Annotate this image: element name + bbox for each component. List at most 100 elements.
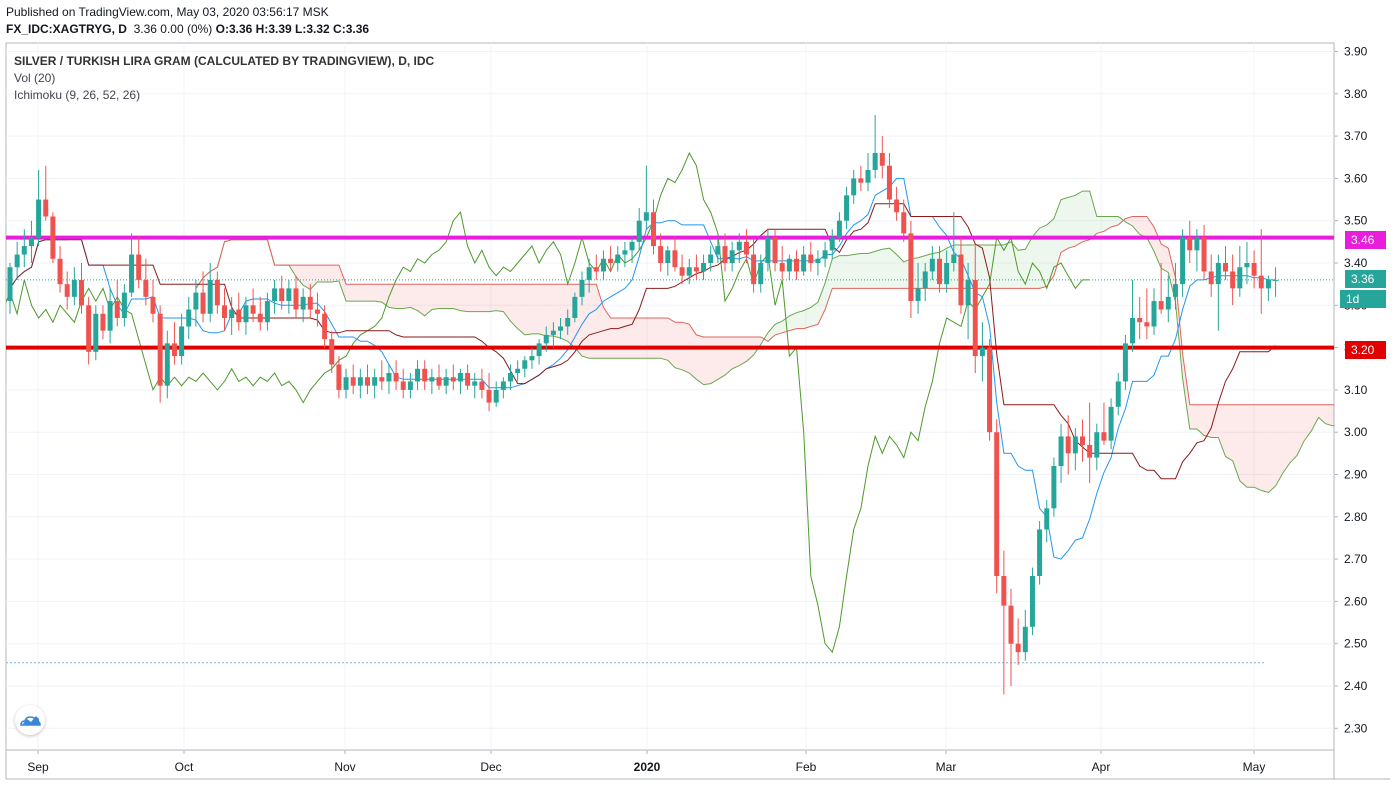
candle [994,419,1000,593]
candle [322,305,328,348]
candle-body [786,258,792,272]
candle-body [872,153,878,170]
candle-body [979,347,985,357]
candle-body [929,258,935,272]
candle-body [143,279,149,297]
candle-body [987,347,993,433]
candle [1230,254,1236,306]
time-tick-label: 2020 [634,760,661,774]
candle-body [829,237,835,251]
candle-body [1265,279,1271,289]
candle [808,241,814,272]
candle [1065,415,1071,475]
candle [493,381,499,407]
candle [836,212,842,242]
ichimoku-cloud-segment [717,337,725,380]
candle [615,246,621,272]
candle-body [1208,271,1214,285]
candle-body [472,381,478,386]
ichimoku-cloud-segment [818,283,826,325]
candle-body [593,267,599,272]
candle-body [365,377,370,386]
candle [136,237,142,289]
ichimoku-cloud-segment [646,318,654,359]
candle [150,279,156,323]
ichimoku-cloud-segment [374,284,382,303]
candle [886,153,892,209]
candle [350,364,356,395]
candle-body [1115,381,1121,407]
candle [200,271,206,323]
time-tick-label: Nov [334,760,355,774]
candle-body [608,258,614,263]
candle-body [779,263,785,272]
candle [21,229,27,268]
candle [164,330,170,399]
candle [121,284,127,327]
candle [457,368,463,395]
ichimoku-cloud-segment [1111,216,1119,227]
candle-body [1094,432,1100,458]
time-tick-label: Mar [936,760,957,774]
candle-body [1015,643,1021,653]
candle [250,288,256,323]
candle [379,360,385,390]
ichimoku-cloud-segment [439,284,447,309]
candle [844,186,850,230]
ichimoku-cloud-segment [1182,353,1190,429]
legend-symbol-title[interactable]: SILVER / TURKISH LIRA GRAM (CALCULATED B… [14,54,435,68]
candle-body [1194,237,1200,251]
candle [1137,296,1143,340]
ichimoku-cloud-segment [1211,404,1219,438]
candle [586,258,592,293]
candle-body [1258,275,1264,289]
candle [522,356,528,378]
candle-body [1251,263,1257,276]
candle [79,263,84,314]
ichimoku-cloud-segment [1132,216,1140,235]
candle-body [100,313,106,331]
candle [157,305,163,403]
tradingview-logo[interactable] [15,705,45,735]
ichimoku-cloud-segment [324,265,332,282]
candle-body [815,258,821,263]
candle [236,292,242,331]
ichimoku-cloud-segment [696,334,704,385]
candle [486,372,492,412]
candle [872,114,878,179]
candle [543,326,549,352]
candle [500,377,506,399]
candle [593,254,599,280]
ichimoku-cloud-segment [882,248,890,289]
candle [1101,402,1107,445]
candle-body [565,317,571,327]
candle [565,309,571,335]
legend-volume-indicator[interactable]: Vol (20) [14,71,56,85]
ichimoku-cloud-segment [1254,404,1262,491]
candle-body [493,389,499,403]
candle-body [243,305,249,323]
candle-body [121,292,127,318]
ichimoku-cloud-segment [1082,191,1090,242]
candle-body [1215,263,1221,285]
candle [579,271,585,306]
candle-body [236,309,242,323]
candle [7,263,13,314]
candle-body [329,339,335,365]
legend-ichimoku-indicator[interactable]: Ichimoku (9, 26, 52, 26) [14,88,141,102]
candle [257,296,263,331]
ichimoku-cloud-segment [1225,404,1233,461]
ichimoku-cloud-segment [1347,405,1354,418]
ichimoku-cloud-segment [689,324,697,380]
candle [93,305,99,361]
price-tick-label: 2.70 [1344,552,1368,566]
ichimoku-cloud-segment [860,253,868,289]
candle [214,271,220,314]
symbol-quote-line: FX_IDC:XAGTRYG, D 3.36 0.00 (0%) O:3.36 … [6,22,369,36]
candle [979,322,985,382]
candle-body [851,178,857,196]
candle [1015,618,1021,665]
candle [422,360,428,390]
candle [143,258,149,306]
